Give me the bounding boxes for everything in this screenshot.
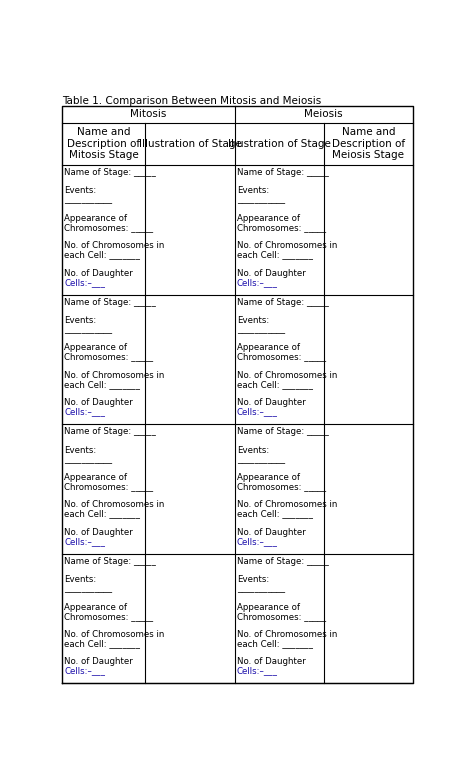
Text: Illustration of Stage: Illustration of Stage — [228, 139, 331, 149]
Text: ___________: ___________ — [64, 325, 112, 334]
Text: Name and
Description of
Meiosis Stage: Name and Description of Meiosis Stage — [332, 127, 405, 161]
Text: ___________: ___________ — [237, 195, 285, 205]
Text: Name of Stage: _____: Name of Stage: _____ — [64, 168, 156, 177]
Text: each Cell: _______: each Cell: _______ — [237, 250, 313, 259]
Text: Chromosomes: _____: Chromosomes: _____ — [237, 482, 326, 491]
Text: Chromosomes: _____: Chromosomes: _____ — [64, 482, 153, 491]
Text: No. of Chromosomes in: No. of Chromosomes in — [64, 371, 164, 380]
Text: Events:: Events: — [237, 186, 269, 195]
Text: No. of Daughter: No. of Daughter — [237, 528, 306, 537]
Text: Name of Stage: _____: Name of Stage: _____ — [64, 298, 156, 306]
Text: each Cell: _______: each Cell: _______ — [64, 250, 140, 259]
Text: No. of Chromosomes in: No. of Chromosomes in — [237, 500, 337, 510]
Text: No. of Daughter: No. of Daughter — [237, 658, 306, 666]
Text: Events:: Events: — [64, 316, 96, 325]
Text: No. of Daughter: No. of Daughter — [64, 398, 133, 408]
Text: ___________: ___________ — [64, 584, 112, 593]
Text: Appearance of: Appearance of — [237, 344, 300, 352]
Text: Appearance of: Appearance of — [237, 214, 300, 223]
Text: Cells:–___: Cells:–___ — [237, 278, 278, 287]
Text: Cells:–___: Cells:–___ — [64, 278, 105, 287]
Text: Name of Stage: _____: Name of Stage: _____ — [64, 557, 156, 566]
Text: No. of Daughter: No. of Daughter — [237, 269, 306, 278]
Text: Events:: Events: — [64, 445, 96, 455]
Text: Events:: Events: — [237, 316, 269, 325]
Text: Cells:–___: Cells:–___ — [64, 408, 105, 416]
Text: Events:: Events: — [237, 575, 269, 584]
Text: ___________: ___________ — [237, 325, 285, 334]
Text: Chromosomes: _____: Chromosomes: _____ — [64, 611, 153, 621]
Text: No. of Chromosomes in: No. of Chromosomes in — [237, 242, 337, 250]
Text: Chromosomes: _____: Chromosomes: _____ — [64, 223, 153, 232]
Text: Name of Stage: _____: Name of Stage: _____ — [237, 557, 329, 566]
Text: Chromosomes: _____: Chromosomes: _____ — [237, 611, 326, 621]
Text: Table 1. Comparison Between Mitosis and Meiosis: Table 1. Comparison Between Mitosis and … — [62, 96, 321, 106]
Text: No. of Chromosomes in: No. of Chromosomes in — [64, 242, 164, 250]
Text: Name of Stage: _____: Name of Stage: _____ — [237, 427, 329, 436]
Text: each Cell: _______: each Cell: _______ — [237, 639, 313, 648]
Text: Appearance of: Appearance of — [237, 473, 300, 482]
Text: No. of Daughter: No. of Daughter — [64, 528, 133, 537]
Text: No. of Chromosomes in: No. of Chromosomes in — [64, 630, 164, 639]
Text: each Cell: _______: each Cell: _______ — [237, 380, 313, 389]
Text: Appearance of: Appearance of — [64, 602, 127, 611]
Text: Name and
Description of
Mitosis Stage: Name and Description of Mitosis Stage — [67, 127, 140, 161]
Text: each Cell: _______: each Cell: _______ — [237, 510, 313, 519]
Text: Appearance of: Appearance of — [237, 602, 300, 611]
Text: Name of Stage: _____: Name of Stage: _____ — [237, 298, 329, 306]
Text: Appearance of: Appearance of — [64, 344, 127, 352]
Text: Cells:–___: Cells:–___ — [64, 537, 105, 546]
Text: Name of Stage: _____: Name of Stage: _____ — [64, 427, 156, 436]
Text: Events:: Events: — [237, 445, 269, 455]
Text: each Cell: _______: each Cell: _______ — [64, 510, 140, 519]
Text: Cells:–___: Cells:–___ — [237, 408, 278, 416]
Text: Appearance of: Appearance of — [64, 214, 127, 223]
Text: ___________: ___________ — [64, 195, 112, 205]
Text: No. of Chromosomes in: No. of Chromosomes in — [237, 371, 337, 380]
Text: ___________: ___________ — [237, 455, 285, 464]
Text: No. of Daughter: No. of Daughter — [237, 398, 306, 408]
Text: Appearance of: Appearance of — [64, 473, 127, 482]
Text: Events:: Events: — [64, 575, 96, 584]
Text: ___________: ___________ — [64, 455, 112, 464]
Text: Chromosomes: _____: Chromosomes: _____ — [237, 353, 326, 361]
Text: No. of Chromosomes in: No. of Chromosomes in — [64, 500, 164, 510]
Text: Mitosis: Mitosis — [130, 109, 166, 119]
Text: Cells:–___: Cells:–___ — [237, 666, 278, 676]
Text: Cells:–___: Cells:–___ — [64, 666, 105, 676]
Text: Events:: Events: — [64, 186, 96, 195]
Text: Chromosomes: _____: Chromosomes: _____ — [237, 223, 326, 232]
Text: Cells:–___: Cells:–___ — [237, 537, 278, 546]
Text: No. of Chromosomes in: No. of Chromosomes in — [237, 630, 337, 639]
Text: Illustration of Stage: Illustration of Stage — [138, 139, 241, 149]
Text: No. of Daughter: No. of Daughter — [64, 658, 133, 666]
Text: ___________: ___________ — [237, 584, 285, 593]
Text: Name of Stage: _____: Name of Stage: _____ — [237, 168, 329, 177]
Text: No. of Daughter: No. of Daughter — [64, 269, 133, 278]
Text: each Cell: _______: each Cell: _______ — [64, 639, 140, 648]
Text: each Cell: _______: each Cell: _______ — [64, 380, 140, 389]
Text: Chromosomes: _____: Chromosomes: _____ — [64, 353, 153, 361]
Text: Meiosis: Meiosis — [304, 109, 343, 119]
